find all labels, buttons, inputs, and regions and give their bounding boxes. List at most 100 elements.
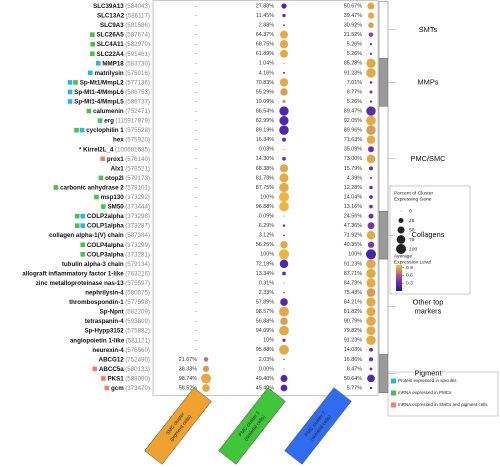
dot <box>281 137 287 142</box>
percent-label: 91.23% <box>344 70 362 76</box>
gene-name: zinc metalloproteinase nas-13 <box>36 280 125 287</box>
row-tag <box>74 213 80 219</box>
dot <box>280 374 288 382</box>
dot <box>369 195 373 199</box>
percent-label: 55.29% <box>256 89 274 95</box>
dot <box>366 115 376 126</box>
row-tag <box>79 127 85 133</box>
percent-label: 100% <box>260 194 274 200</box>
dot <box>283 24 285 26</box>
row-tag <box>73 80 78 85</box>
percent-label: - <box>195 271 197 277</box>
gene-id: (575597) <box>125 280 150 287</box>
row-tag <box>86 108 92 114</box>
percent-label: - <box>195 328 197 334</box>
percent-label: - <box>195 89 197 95</box>
group-bar <box>378 58 389 107</box>
dot <box>283 62 285 64</box>
percent-label: 91.23% <box>344 261 362 267</box>
row-label: tubulin alpha-3 chain (579134) <box>62 260 150 267</box>
percent-label: - <box>195 23 197 29</box>
dot <box>279 78 289 87</box>
row-label: Alx1 (578521) <box>111 165 150 172</box>
dot <box>369 347 373 352</box>
row-label: calumenin (752471) <box>93 108 150 115</box>
percent-label: 89.96% <box>344 128 362 134</box>
dot <box>367 374 375 383</box>
gene-id: (584043) <box>125 3 150 10</box>
percent-label: - <box>195 175 197 181</box>
percent-label: 10% <box>263 338 274 344</box>
row-tag <box>101 376 106 381</box>
gene-name: * Kirrel2L_4 <box>79 146 114 153</box>
row-tag <box>98 175 104 181</box>
row-label: Sp-Mt1-4/MmpL6 (586753) <box>74 89 150 96</box>
percent-label: 5.77% <box>347 385 362 391</box>
percent-label: 4.39% <box>347 175 362 181</box>
row-tag <box>92 366 98 372</box>
percent-label: 24.56% <box>344 214 362 220</box>
dot <box>367 222 375 230</box>
dot <box>369 204 373 209</box>
colorbar-tick-label: 0.3 <box>406 280 413 286</box>
percent-label: - <box>195 194 197 200</box>
gene-name: COLP3alpha <box>87 251 124 258</box>
percent-label: 49.40% <box>256 376 274 382</box>
dot <box>369 185 373 190</box>
percent-label: 56.88% <box>256 319 274 325</box>
percent-label: 47.36% <box>344 223 362 229</box>
percent-label: 8.47% <box>347 366 362 372</box>
group-bar <box>378 211 389 260</box>
percent-label: 61.89% <box>256 51 274 57</box>
row-tag <box>100 156 105 162</box>
percent-label: 5.26% <box>347 51 362 57</box>
percent-label: 27.88% <box>256 3 274 9</box>
size-legend-dot <box>400 210 402 212</box>
percent-label: 84.21% <box>344 299 362 305</box>
percent-label: 75.43% <box>344 290 362 296</box>
dot <box>281 3 287 9</box>
percent-label: 0.31% <box>259 280 274 286</box>
dot <box>280 49 288 58</box>
column-header-box <box>284 387 352 465</box>
dot <box>279 164 289 173</box>
percent-label: - <box>195 13 197 19</box>
size-legend-label: 100 <box>409 246 417 252</box>
dot <box>367 12 375 19</box>
percent-label: - <box>195 309 197 315</box>
percent-label: 90.79% <box>344 319 362 325</box>
row-label: neurexin-4 (576560) <box>92 346 150 353</box>
group-bar <box>378 258 389 355</box>
dot <box>279 192 289 202</box>
tag-legend-box <box>387 371 499 417</box>
gene-id: (578521) <box>125 165 150 172</box>
color-legend-title: Average <box>394 253 412 259</box>
row-tag <box>67 99 73 104</box>
percent-label: 6.29% <box>259 223 274 229</box>
percent-label: 71.92% <box>344 233 362 239</box>
gene-id: (586753) <box>125 89 150 96</box>
group-label: Collagens <box>412 230 445 239</box>
percent-label: 81.82% <box>344 309 362 315</box>
dot <box>367 241 375 248</box>
dot <box>279 40 289 49</box>
percent-label: - <box>195 347 197 353</box>
row-tag <box>101 204 106 209</box>
percent-label: 40.35% <box>344 242 362 248</box>
dot <box>283 234 285 237</box>
dot <box>369 386 373 390</box>
dot <box>279 201 289 212</box>
size-legend-title: Expressing Gene <box>394 196 432 202</box>
gene-name: erg <box>104 117 114 124</box>
percent-label: - <box>195 147 197 153</box>
percent-label: - <box>195 156 197 162</box>
gene-name: Sp-Npnt <box>100 308 124 315</box>
percent-label: - <box>195 51 197 57</box>
percent-label: - <box>195 204 197 210</box>
gene-name: otop2l <box>105 175 124 182</box>
group-label: Pigment <box>414 369 441 378</box>
percent-label: 2.88% <box>259 23 274 29</box>
gene-id: (581586) <box>125 22 150 29</box>
row-tag <box>97 118 103 123</box>
row-label: SLC22A4 (591461) <box>97 50 150 57</box>
